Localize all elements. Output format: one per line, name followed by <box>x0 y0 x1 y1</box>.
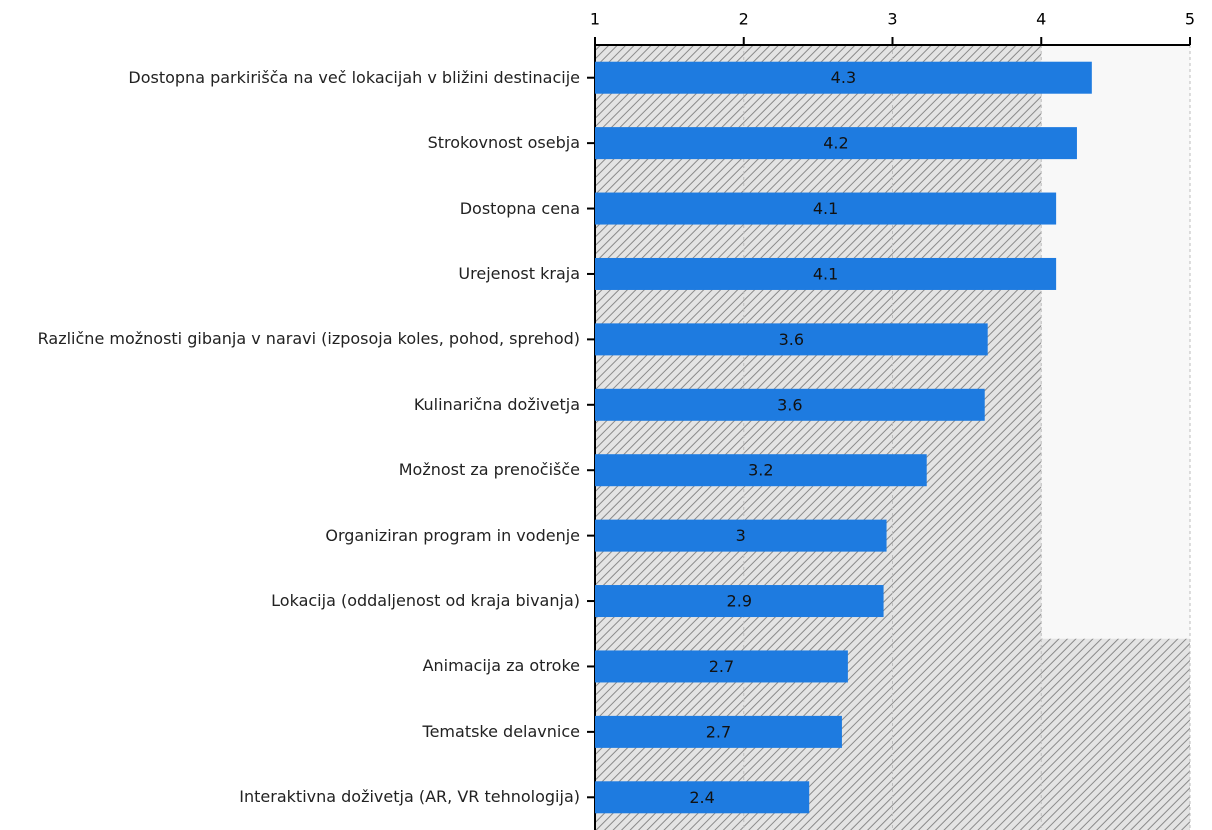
x-tick-label: 1 <box>590 10 600 29</box>
data-label: 4.1 <box>813 264 838 283</box>
bar <box>595 519 887 552</box>
category-label: Različne možnosti gibanja v naravi (izpo… <box>37 329 580 349</box>
category-label: Dostopna cena <box>459 198 580 218</box>
data-label: 3.2 <box>748 461 773 480</box>
bar <box>595 715 842 748</box>
data-label: 3 <box>736 526 746 545</box>
bar <box>595 192 1057 225</box>
bar <box>595 388 985 421</box>
category-label: Animacija za otroke <box>422 656 580 676</box>
data-label: 4.3 <box>831 68 856 87</box>
bar <box>595 257 1057 290</box>
bar <box>595 323 988 356</box>
x-tick-label: 2 <box>739 10 749 29</box>
data-label: 4.2 <box>823 134 848 153</box>
category-label: Možnost za prenočišče <box>398 460 580 480</box>
category-label: Dostopna parkirišča na več lokacijah v b… <box>128 67 580 87</box>
x-tick-label: 4 <box>1036 10 1046 29</box>
category-label: Lokacija (oddaljenost od kraja bivanja) <box>271 591 580 611</box>
data-label: 2.9 <box>727 592 752 611</box>
category-label: Kulinarična doživetja <box>413 394 580 414</box>
x-tick-label: 3 <box>887 10 897 29</box>
data-label: 3.6 <box>779 330 804 349</box>
x-tick-label: 5 <box>1185 10 1195 29</box>
category-label: Organiziran program in vodenje <box>325 525 580 545</box>
data-label: 4.1 <box>813 199 838 218</box>
data-label: 2.4 <box>689 788 714 807</box>
bar <box>595 61 1092 94</box>
data-label: 3.6 <box>777 395 802 414</box>
bar <box>595 127 1077 160</box>
bar <box>595 781 810 814</box>
category-label: Interaktivna doživetja (AR, VR tehnologi… <box>239 787 580 807</box>
bar <box>595 454 927 487</box>
bar <box>595 585 884 618</box>
category-label: Tematske delavnice <box>422 721 580 741</box>
category-label: Urejenost kraja <box>458 263 580 283</box>
category-label: Strokovnost osebja <box>427 133 580 153</box>
data-label: 2.7 <box>706 722 731 741</box>
data-label: 2.7 <box>709 657 734 676</box>
bar <box>595 650 848 683</box>
